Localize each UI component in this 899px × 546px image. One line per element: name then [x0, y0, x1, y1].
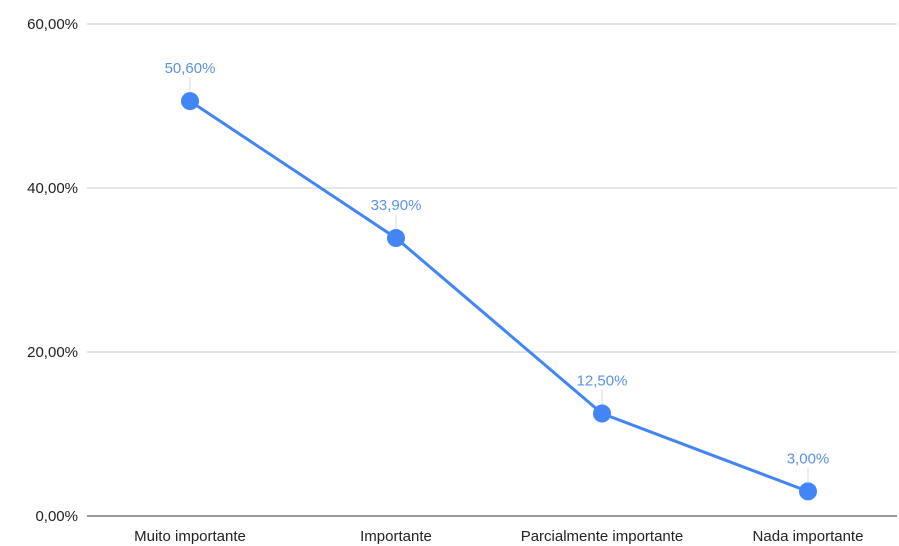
gridlines: [87, 23, 897, 517]
data-point: [387, 229, 405, 248]
series-line: [189, 99, 809, 493]
data-label: 33,90%: [371, 197, 422, 214]
data-point: [593, 404, 611, 423]
data-point: [799, 482, 817, 501]
y-tick-label: 20,00%: [27, 344, 78, 361]
data-label: 3,00%: [787, 450, 830, 467]
data-label: 50,60%: [165, 60, 216, 77]
x-tick-label: Parcialmente importante: [521, 528, 684, 545]
x-tick-label: Importante: [360, 528, 432, 545]
y-tick-label: 40,00%: [27, 180, 78, 197]
x-tick-label: Muito importante: [134, 528, 246, 545]
y-tick-label: 60,00%: [27, 16, 78, 33]
x-tick-label: Nada importante: [753, 528, 864, 545]
data-point: [181, 92, 199, 111]
data-label: 12,50%: [577, 373, 628, 390]
data-labels: 50,60% 33,90% 12,50% 3,00%: [165, 60, 830, 483]
series-group: [181, 92, 817, 501]
x-axis-ticks: Muito importante Importante Parcialmente i…: [134, 528, 863, 545]
y-tick-label: 0,00%: [35, 508, 78, 525]
y-axis-ticks: 0,00% 20,00% 40,00% 60,00%: [27, 16, 78, 525]
